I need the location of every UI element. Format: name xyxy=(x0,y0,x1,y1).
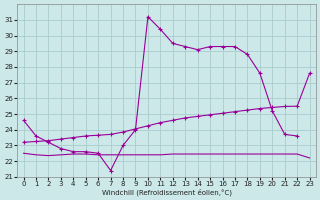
X-axis label: Windchill (Refroidissement éolien,°C): Windchill (Refroidissement éolien,°C) xyxy=(101,188,232,196)
